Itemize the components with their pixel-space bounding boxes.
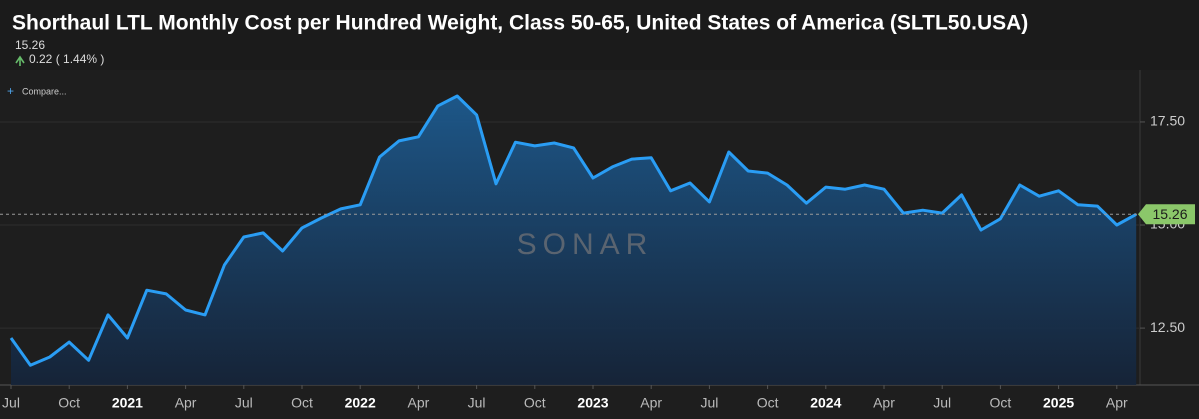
x-tick-label: 2025 xyxy=(1043,395,1074,411)
x-tick-label: 2024 xyxy=(810,395,841,411)
x-tick-label: Oct xyxy=(524,395,546,411)
x-tick-label: Apr xyxy=(175,395,197,411)
change: 0.22 ( 1.44% ) xyxy=(29,52,104,66)
line xyxy=(9,94,1137,367)
x-tick-label: Jul xyxy=(468,395,486,411)
last-value-box xyxy=(1138,204,1195,225)
area xyxy=(11,96,1137,385)
y-tick-label: 12.50 xyxy=(1150,319,1185,335)
x-tick-label: Apr xyxy=(640,395,662,411)
compare-plus[interactable]: + xyxy=(7,84,14,98)
x-tick-label: Oct xyxy=(757,395,779,411)
x-tick-label: Oct xyxy=(58,395,80,411)
x-tick-label: Apr xyxy=(1106,395,1128,411)
x-tick-label: Jul xyxy=(235,395,253,411)
header xyxy=(0,0,1199,70)
x-tick-label: 2021 xyxy=(112,395,143,411)
x-tick-label: Oct xyxy=(291,395,313,411)
x-tick-label: Oct xyxy=(990,395,1012,411)
last-value-label: 15.26 xyxy=(1152,206,1187,222)
watermark: SONAR xyxy=(517,228,654,261)
up-arrow xyxy=(15,55,25,66)
compare-button[interactable]: Compare... xyxy=(22,86,67,96)
chart-title: Shorthaul LTL Monthly Cost per Hundred W… xyxy=(12,12,1028,35)
x-tick-label: Apr xyxy=(873,395,895,411)
x-tick-label: 2023 xyxy=(577,395,608,411)
x-tick-label: 2022 xyxy=(345,395,376,411)
last-value: 15.26 xyxy=(15,38,45,52)
x-tick-label: Jul xyxy=(2,395,20,411)
x-tick-label: Apr xyxy=(408,395,430,411)
x-tick-label: Jul xyxy=(700,395,718,411)
y-tick-label: 17.50 xyxy=(1150,113,1185,129)
plot xyxy=(0,94,1140,385)
x-tick-label: Jul xyxy=(933,395,951,411)
